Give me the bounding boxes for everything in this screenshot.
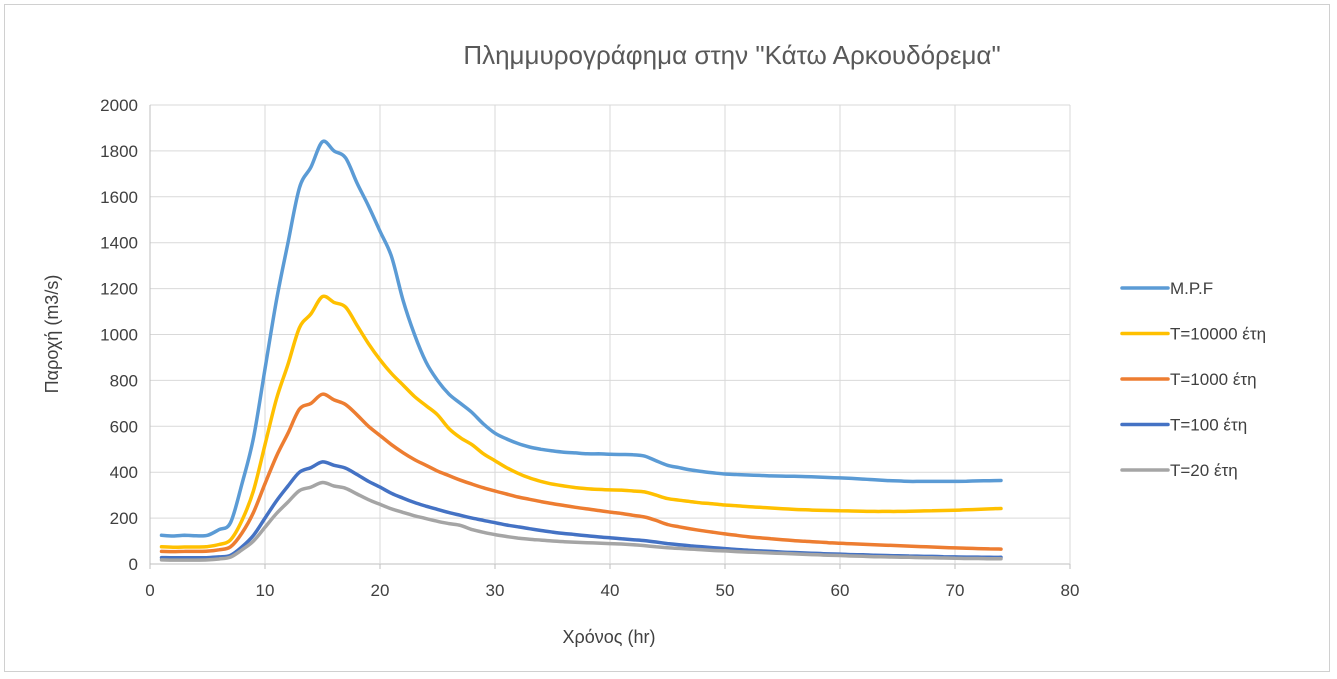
x-tick-label: 50 — [716, 581, 735, 600]
y-tick-label: 400 — [110, 463, 138, 482]
x-tick-label: 10 — [256, 581, 275, 600]
y-tick-label: 1600 — [100, 188, 138, 207]
y-tick-label: 600 — [110, 417, 138, 436]
series-line-5 — [159, 480, 1003, 562]
y-tick-label: 0 — [129, 555, 138, 574]
series-line-2 — [159, 294, 1003, 549]
y-tick-label: 1200 — [100, 280, 138, 299]
y-tick-label: 2000 — [100, 96, 138, 115]
x-tick-label: 30 — [486, 581, 505, 600]
series-lines — [159, 139, 1003, 562]
y-tick-label: 200 — [110, 509, 138, 528]
legend: M.P.F T=10000 έτη T=1000 έτη T=100 έτη T=20 … — [1120, 279, 1266, 480]
y-tick-label: 1000 — [100, 326, 138, 345]
chart-frame — [4, 4, 1330, 672]
y-tick-label: 800 — [110, 371, 138, 390]
y-tick-label: 1800 — [100, 142, 138, 161]
tick-labels: 0 200 400 600 800 1000 1200 1400 1600 1800 2000 0 10… — [100, 96, 1079, 600]
legend-label: T=10000 έτη — [1170, 325, 1266, 344]
legend-label: T=1000 έτη — [1170, 370, 1257, 389]
chart-title: Πλημμυρογράφημα στην "Κάτω Αρκουδόρεμα" — [463, 40, 1000, 70]
x-tick-label: 0 — [145, 581, 154, 600]
x-tick-label: 80 — [1061, 581, 1080, 600]
y-tick-label: 1400 — [100, 234, 138, 253]
x-axis-title: Χρόνος (hr) — [563, 627, 656, 647]
x-tick-label: 60 — [831, 581, 850, 600]
y-axis-title: Παροχή (m3/s) — [42, 275, 62, 394]
x-tick-label: 20 — [371, 581, 390, 600]
x-tick-label: 70 — [946, 581, 965, 600]
series-line-3 — [159, 392, 1003, 554]
gridlines — [149, 104, 1071, 569]
legend-label: T=100 έτη — [1170, 416, 1247, 435]
legend-label: M.P.F — [1170, 279, 1213, 298]
x-tick-label: 40 — [601, 581, 620, 600]
series-line-1 — [159, 139, 1003, 538]
legend-label: T=20 έτη — [1170, 461, 1238, 480]
